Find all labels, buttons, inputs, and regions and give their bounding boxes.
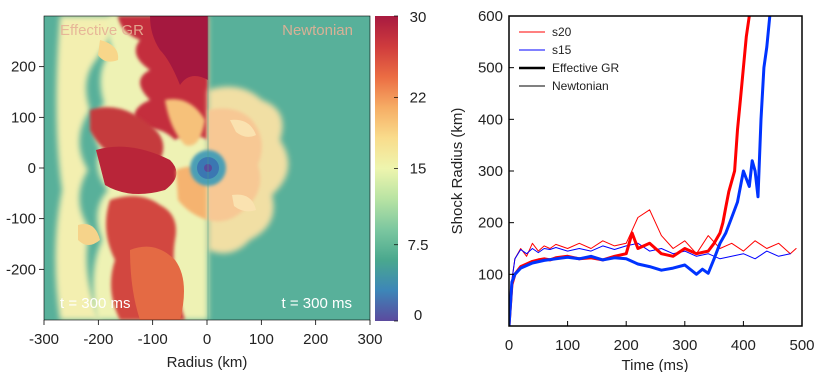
series-line-s15-effective-gr bbox=[509, 16, 772, 326]
heatmap-x-tick-label: -100 bbox=[138, 331, 168, 348]
line-x-tick-label: 200 bbox=[614, 337, 639, 354]
heatmap-time-left: t = 300 ms bbox=[60, 295, 130, 312]
line-x-tick-label: 500 bbox=[789, 337, 814, 354]
heatmap-x-tick-label: 100 bbox=[249, 331, 274, 348]
line-y-tick-label: 500 bbox=[478, 60, 503, 77]
heatmap-y-tick-label: -100 bbox=[6, 211, 36, 228]
heatmap-x-tick-label: -300 bbox=[29, 331, 59, 348]
legend-label: s15 bbox=[552, 43, 572, 57]
heatmap-x-tick-label: 0 bbox=[203, 331, 211, 348]
heatmap-image bbox=[44, 16, 370, 320]
heatmap-left-half bbox=[55, 16, 208, 320]
heatmap-label-right: Newtonian bbox=[282, 22, 353, 39]
heatmap-y-tick-label: 100 bbox=[11, 109, 36, 126]
heatmap-x-axis-label: Radius (km) bbox=[167, 354, 248, 371]
line-y-ticks: 100 200 300 400 500 600 bbox=[478, 8, 514, 283]
series-line-s15-newtonian bbox=[509, 242, 791, 326]
heatmap-x-tick-label: 300 bbox=[357, 331, 382, 348]
line-chart: 0 100 200 300 400 500 100 200 300 400 500 600 Time… bbox=[449, 8, 815, 372]
colorbar-tick-label: 7.5 bbox=[408, 237, 429, 254]
line-x-tick-label: 100 bbox=[555, 337, 580, 354]
colorbar-tick-label: 22 bbox=[410, 89, 427, 106]
legend-label: s20 bbox=[552, 25, 572, 39]
colorbar-tick-label: 0 bbox=[414, 307, 422, 324]
heatmap-x-ticks: -300 -200 -100 0 100 200 300 bbox=[29, 320, 383, 348]
legend: s20 s15 Effective GR Newtonian bbox=[519, 25, 619, 93]
line-y-tick-label: 600 bbox=[478, 8, 503, 25]
series-lines bbox=[509, 16, 797, 326]
heatmap-time-right: t = 300 ms bbox=[282, 295, 352, 312]
colorbar-tick-label: 15 bbox=[410, 161, 427, 178]
heatmap-x-tick-label: 200 bbox=[303, 331, 328, 348]
line-x-ticks: 0 100 200 300 400 500 bbox=[505, 321, 815, 354]
line-x-tick-label: 0 bbox=[505, 337, 513, 354]
heatmap-y-tick-label: 0 bbox=[28, 160, 36, 177]
heatmap-y-tick-label: 200 bbox=[11, 59, 36, 76]
legend-label: Newtonian bbox=[552, 79, 609, 93]
line-y-tick-label: 300 bbox=[478, 163, 503, 180]
plot-frame bbox=[509, 16, 802, 326]
heatmap-panel: Effective GR Newtonian t = 300 ms t = 30… bbox=[6, 15, 383, 371]
line-x-tick-label: 400 bbox=[731, 337, 756, 354]
line-y-tick-label: 200 bbox=[478, 215, 503, 232]
heatmap-y-tick-label: -200 bbox=[6, 261, 36, 278]
heatmap-label-left: Effective GR bbox=[60, 22, 144, 39]
series-line-s20-newtonian bbox=[509, 209, 797, 326]
heatmap-right-half bbox=[208, 86, 289, 254]
colorbar-ticks: 30 22 15 7.5 0 bbox=[394, 9, 428, 324]
heatmap-x-tick-label: -200 bbox=[83, 331, 113, 348]
line-x-axis-label: Time (ms) bbox=[622, 357, 689, 372]
colorbar: 30 22 15 7.5 0 bbox=[375, 9, 428, 324]
colorbar-scale bbox=[375, 16, 398, 321]
line-y-tick-label: 100 bbox=[478, 266, 503, 283]
series-line-s20-effective-gr bbox=[509, 16, 751, 326]
heatmap-y-ticks: -200 -100 0 100 200 bbox=[6, 59, 44, 278]
legend-label: Effective GR bbox=[552, 61, 619, 75]
line-x-tick-label: 300 bbox=[672, 337, 697, 354]
line-y-tick-label: 400 bbox=[478, 111, 503, 128]
line-y-axis-label: Shock Radius (km) bbox=[449, 108, 466, 235]
colorbar-tick-label: 30 bbox=[410, 9, 427, 26]
